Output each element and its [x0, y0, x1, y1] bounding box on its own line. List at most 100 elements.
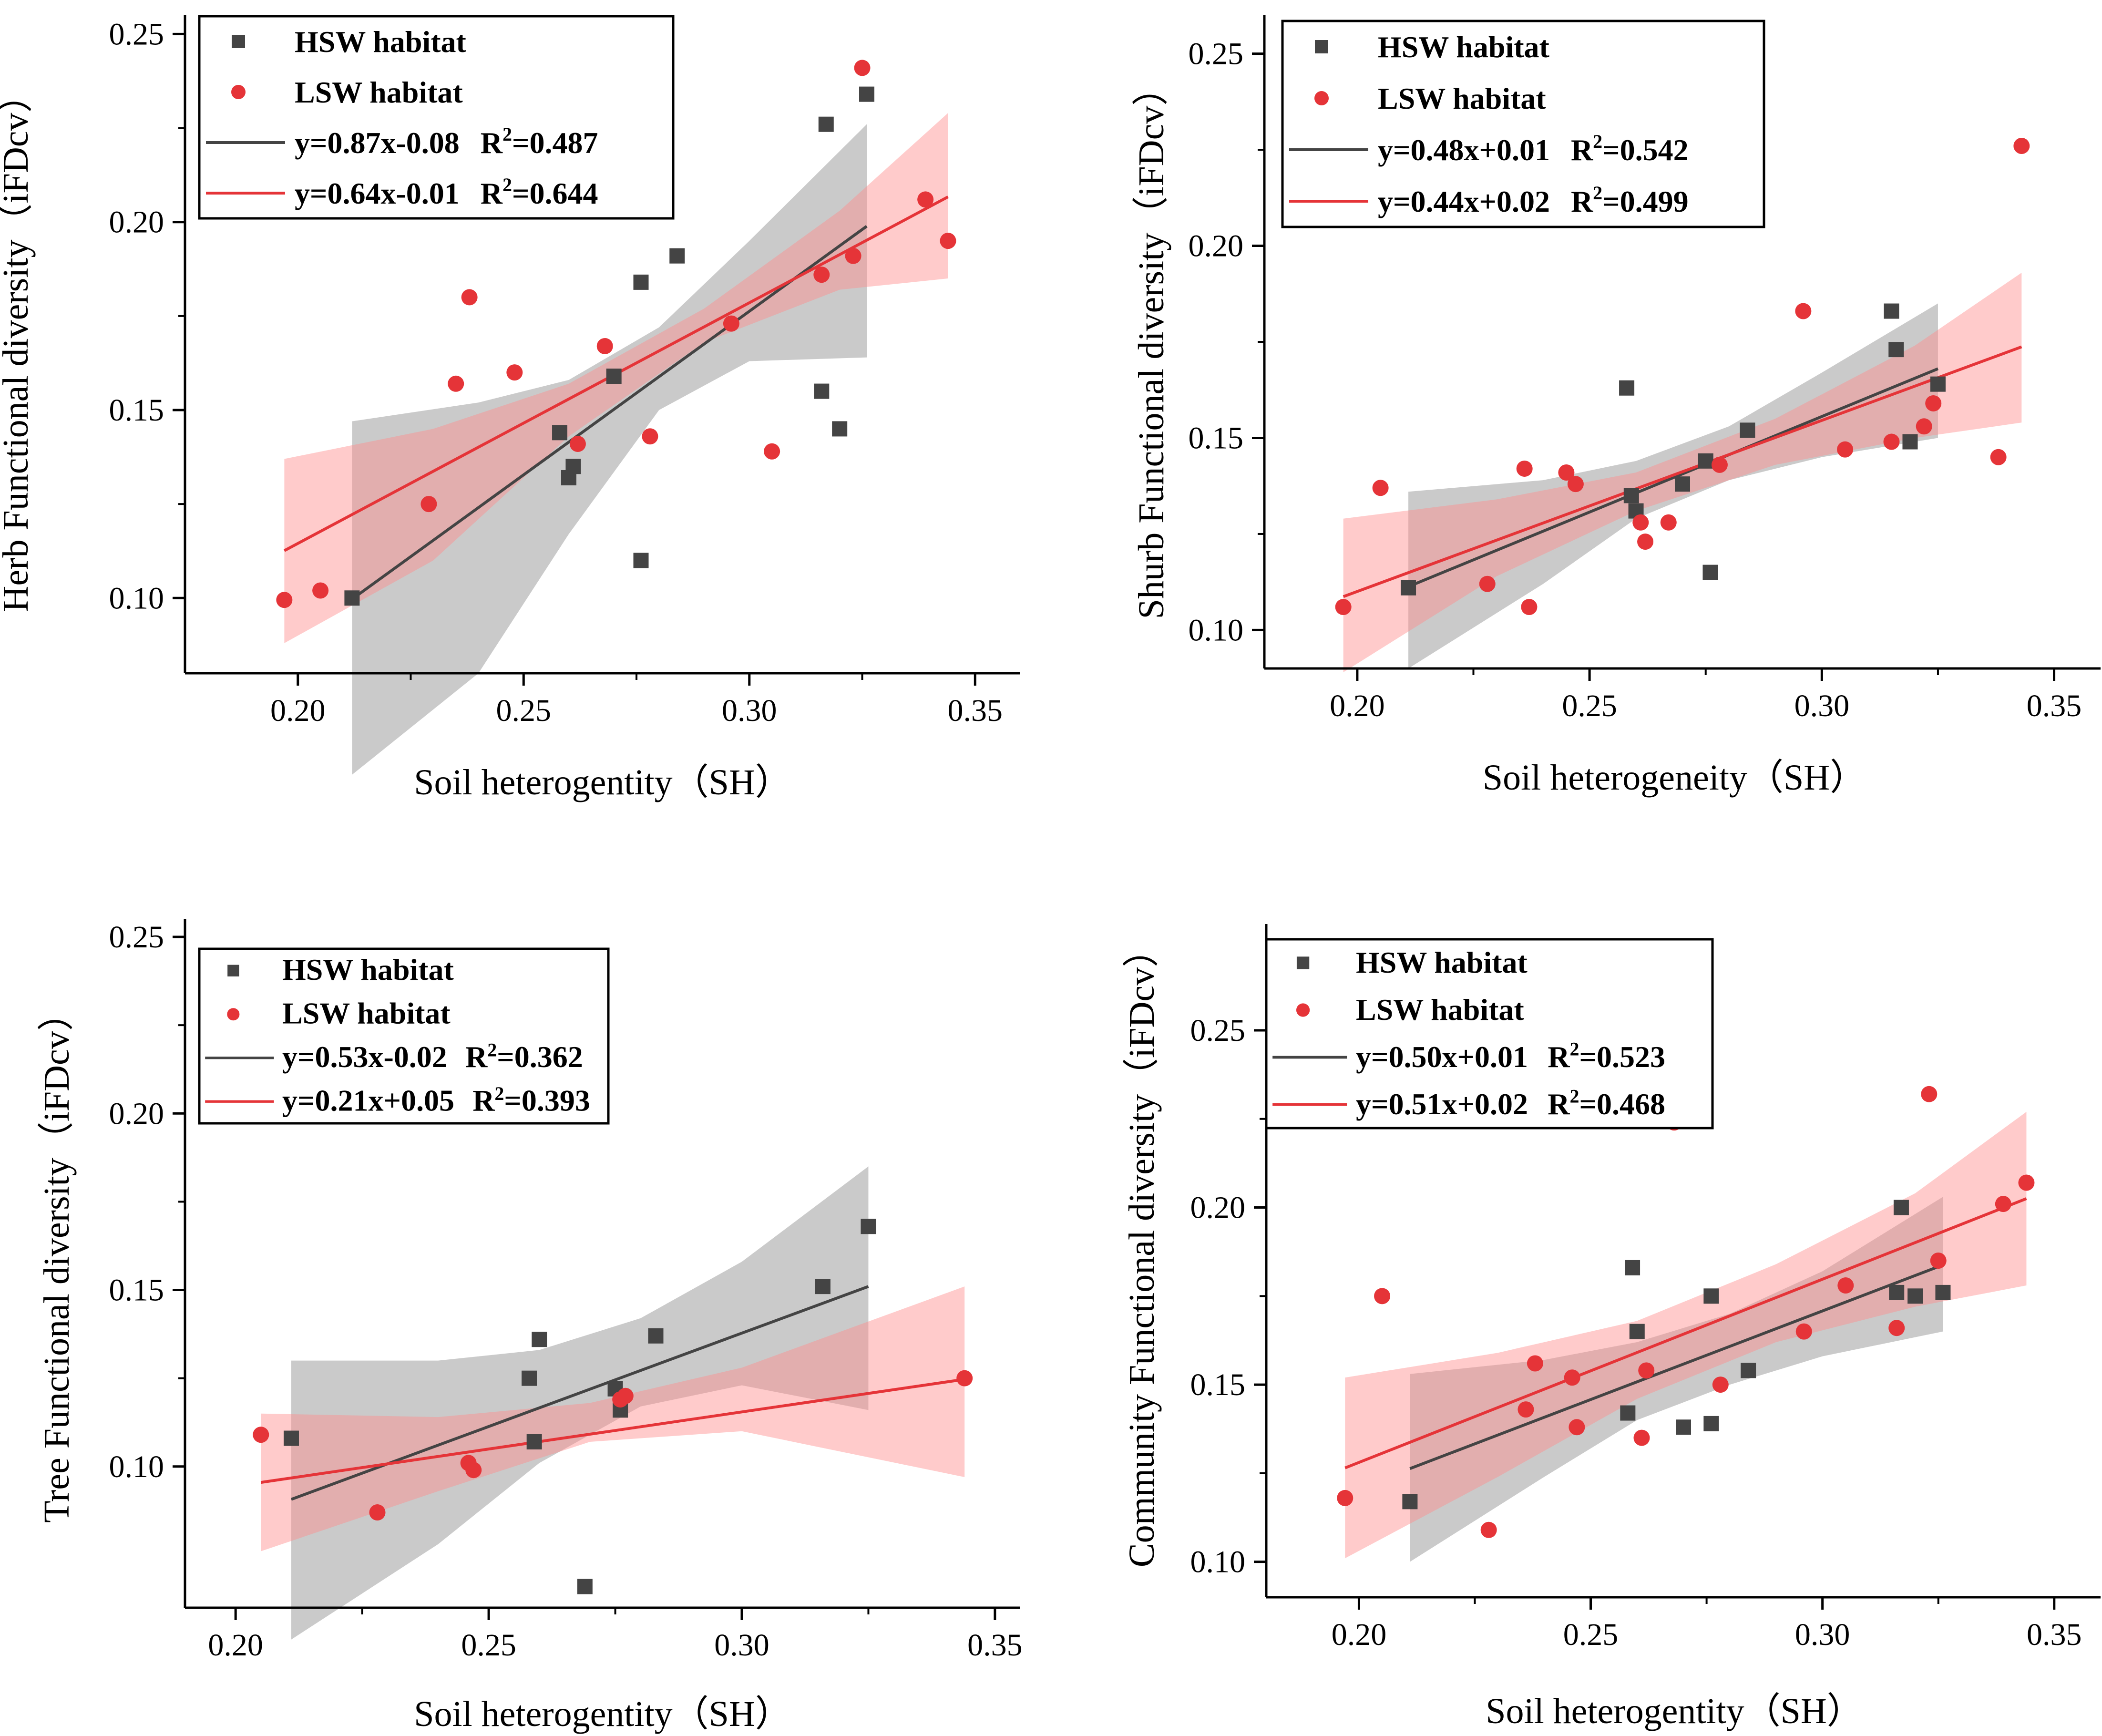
- x-axis-label: Soil heterogeneity（SH）: [1483, 758, 1866, 798]
- y-tick-label: 0.25: [1189, 37, 1244, 72]
- lsw-data-point: [420, 496, 437, 513]
- legend-hsw-r2: =0.487: [512, 126, 598, 160]
- lsw-data-point: [617, 1387, 634, 1404]
- x-axis-label: Soil heterogentity（SH）: [414, 762, 791, 802]
- lsw-data-point: [1567, 476, 1584, 493]
- legend-lsw-marker: [1296, 1003, 1310, 1017]
- y-tick-label: 0.20: [109, 1096, 164, 1131]
- y-tick-label: 0.25: [1190, 1013, 1246, 1048]
- lsw-data-point: [448, 375, 464, 392]
- legend-lsw-marker: [227, 1008, 240, 1021]
- hsw-data-point: [1401, 580, 1416, 596]
- lsw-data-point: [1638, 1362, 1655, 1379]
- lsw-data-point: [312, 582, 329, 599]
- legend-lsw-equation: y=0.44x+0.02: [1378, 185, 1550, 218]
- lsw-data-point: [956, 1370, 973, 1387]
- legend-hsw-marker: [1296, 956, 1310, 969]
- hsw-data-point: [815, 1279, 831, 1294]
- hsw-data-point: [1676, 1419, 1691, 1435]
- lsw-data-point: [642, 428, 658, 445]
- lsw-data-point: [1558, 464, 1575, 481]
- lsw-confidence-band: [1345, 1111, 2027, 1559]
- panel-shrub: 0.20 0.25 0.30 0.35 0.10 0.15 0.20 0.25 Soil he…: [1131, 15, 2101, 798]
- hsw-data-point: [606, 369, 622, 384]
- legend-r-letter: R: [1548, 1040, 1570, 1074]
- lsw-data-point: [1518, 1401, 1534, 1418]
- legend-hsw-label: HSW habitat: [282, 953, 454, 986]
- x-tick-label: 0.35: [2027, 1617, 2082, 1652]
- legend-hsw-r2: =0.523: [1579, 1040, 1665, 1074]
- lsw-data-point: [1921, 1086, 1938, 1102]
- lsw-fit-line: [1343, 345, 2022, 598]
- legend-hsw-r2: =0.362: [497, 1040, 583, 1074]
- legend-r-letter: R: [1548, 1087, 1570, 1121]
- lsw-data-point: [1527, 1355, 1543, 1372]
- y-tick-label: 0.20: [1190, 1191, 1246, 1225]
- panel-community: 0.20 0.25 0.30 0.35 0.10 0.15 0.20 0.25 Soil he…: [1122, 924, 2101, 1731]
- legend-superscript: 2: [487, 1039, 497, 1060]
- hsw-data-point: [1703, 1416, 1719, 1431]
- lsw-data-point: [1888, 1320, 1905, 1336]
- lsw-data-point: [764, 443, 780, 460]
- legend-hsw-marker: [227, 965, 239, 976]
- x-axis-label: Soil heterogentity（SH）: [414, 1694, 791, 1734]
- y-axis-label: Herb Functional diversity（iFDcv）: [0, 77, 36, 612]
- legend-box: [198, 947, 610, 1125]
- lsw-fit-line: [1344, 1197, 2027, 1469]
- lsw-data-point: [369, 1504, 386, 1521]
- hsw-data-point: [669, 248, 685, 264]
- legend-hsw-label: HSW habitat: [1378, 30, 1550, 64]
- hsw-data-point: [1675, 476, 1690, 492]
- hsw-data-point: [1698, 453, 1713, 469]
- y-tick-label: 0.10: [1189, 613, 1244, 647]
- hsw-confidence-band: [1410, 1197, 1943, 1562]
- legend-r-letter: R: [465, 1040, 488, 1074]
- legend-hsw-r2: =0.542: [1602, 133, 1688, 167]
- hsw-data-point: [522, 1370, 537, 1386]
- legend: HSW habitat LSW habitat y=0.87x-0.08 R2=0…: [198, 15, 675, 220]
- hsw-data-point: [526, 1434, 542, 1449]
- legend-r-letter: R: [481, 126, 503, 160]
- lsw-data-point: [1637, 534, 1654, 550]
- hsw-data-point: [832, 421, 848, 437]
- legend-hsw-label: HSW habitat: [295, 25, 467, 59]
- lsw-data-point: [1632, 514, 1649, 531]
- hsw-data-point: [1629, 1324, 1645, 1339]
- hsw-data-point: [344, 590, 360, 606]
- hsw-confidence-band: [1408, 303, 1938, 668]
- legend-superscript: 2: [502, 174, 512, 195]
- legend-lsw-label: LSW habitat: [295, 75, 463, 109]
- legend-lsw-marker: [231, 85, 246, 99]
- hsw-data-point: [577, 1579, 593, 1594]
- legend: HSW habitat LSW habitat y=0.50x+0.01 R2=0…: [1265, 938, 1714, 1130]
- legend-superscript: 2: [502, 123, 512, 145]
- legend-lsw-label: LSW habitat: [282, 996, 451, 1030]
- hsw-confidence-band: [352, 124, 867, 775]
- y-tick-label: 0.25: [109, 920, 164, 955]
- lsw-data-point: [506, 364, 523, 381]
- hsw-fit-line: [351, 225, 868, 601]
- legend-hsw-marker: [1315, 40, 1328, 53]
- hsw-data-point: [565, 459, 581, 474]
- legend-superscript: 2: [1593, 182, 1602, 204]
- lsw-data-point: [1795, 303, 1812, 319]
- lsw-data-point: [1480, 1521, 1497, 1538]
- y-axis-label: Tree Functional diversity（iFDcv）: [37, 995, 77, 1523]
- x-tick-label: 0.25: [1562, 688, 1617, 723]
- lsw-data-point: [1712, 1376, 1729, 1393]
- hsw-data-point: [532, 1332, 547, 1347]
- lsw-data-point: [917, 191, 934, 208]
- lsw-data-point: [1795, 1323, 1812, 1340]
- lsw-data-point: [1479, 575, 1496, 592]
- x-tick-label: 0.25: [461, 1628, 516, 1663]
- hsw-data-point: [861, 1219, 876, 1234]
- hsw-data-point: [1930, 376, 1946, 392]
- hsw-data-point: [1619, 380, 1635, 396]
- legend-box: [1281, 20, 1765, 228]
- y-tick-label: 0.15: [1190, 1367, 1246, 1402]
